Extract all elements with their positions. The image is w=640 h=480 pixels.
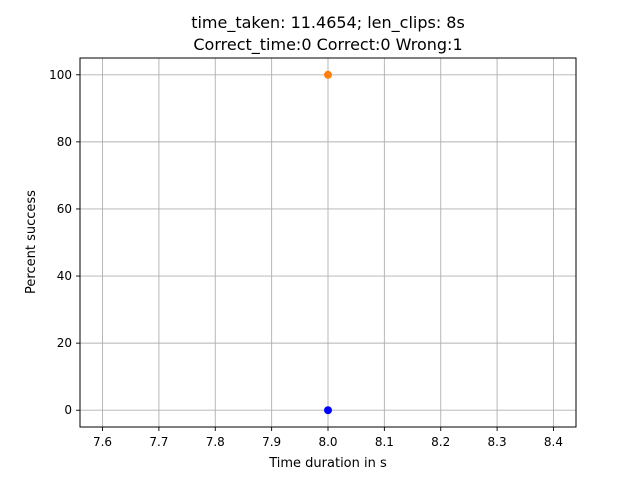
x-axis-label: Time duration in s: [268, 456, 387, 471]
y-axis-label: Percent success: [24, 190, 39, 294]
y-tick-label: 80: [57, 135, 72, 149]
chart-title-line2: Correct_time:0 Correct:0 Wrong:1: [193, 35, 462, 55]
x-tick-label: 7.8: [206, 435, 225, 449]
x-tick-label: 8.3: [488, 435, 507, 449]
x-tick-label: 8.0: [318, 435, 337, 449]
y-tick-label: 40: [57, 269, 72, 283]
y-tick-label: 20: [57, 336, 72, 350]
x-tick-label: 8.4: [544, 435, 563, 449]
y-tick-label: 100: [49, 68, 72, 82]
plot-frame: [79, 57, 577, 428]
data-point: [324, 70, 332, 79]
y-tick-label: 0: [64, 403, 72, 417]
y-tick-label: 60: [57, 202, 72, 216]
x-tick-label: 7.9: [262, 435, 281, 449]
x-tick-label: 7.6: [93, 435, 112, 449]
grid: [80, 58, 576, 427]
data-points: [324, 70, 332, 415]
axis-ticks: 7.6 7.7 7.8 7.9 8.0 8.1 8.2 8.3 8.4 0 20 40 60 80 100: [49, 68, 563, 449]
chart-title-line1: time_taken: 11.4654; len_clips: 8s: [191, 13, 465, 33]
x-tick-label: 8.2: [431, 435, 450, 449]
x-tick-label: 8.1: [375, 435, 394, 449]
data-point: [324, 406, 332, 415]
x-tick-label: 7.7: [149, 435, 168, 449]
